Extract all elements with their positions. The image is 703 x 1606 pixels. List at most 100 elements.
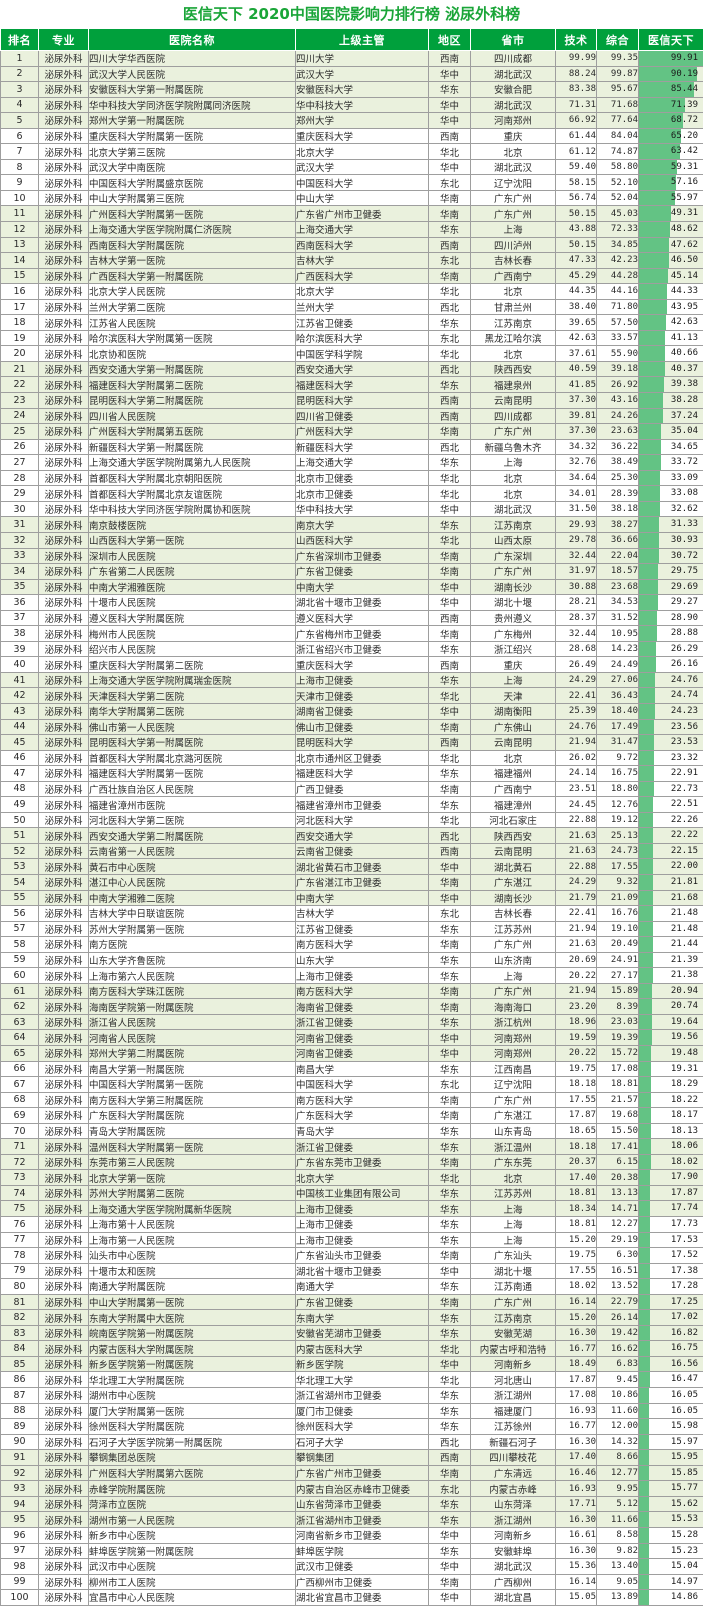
column-header-supervisor[interactable]: 上级主管 [296, 29, 429, 51]
column-header-hospital[interactable]: 医院名称 [89, 29, 296, 51]
column-header-province[interactable]: 省市 [471, 29, 556, 51]
column-header-composite[interactable]: 综合 [597, 29, 639, 51]
column-header-region[interactable]: 地区 [429, 29, 471, 51]
column-header-specialty[interactable]: 专业 [39, 29, 89, 51]
column-header-score[interactable]: 医信天下 [639, 29, 703, 51]
column-header-rank[interactable]: 排名 [1, 29, 39, 51]
